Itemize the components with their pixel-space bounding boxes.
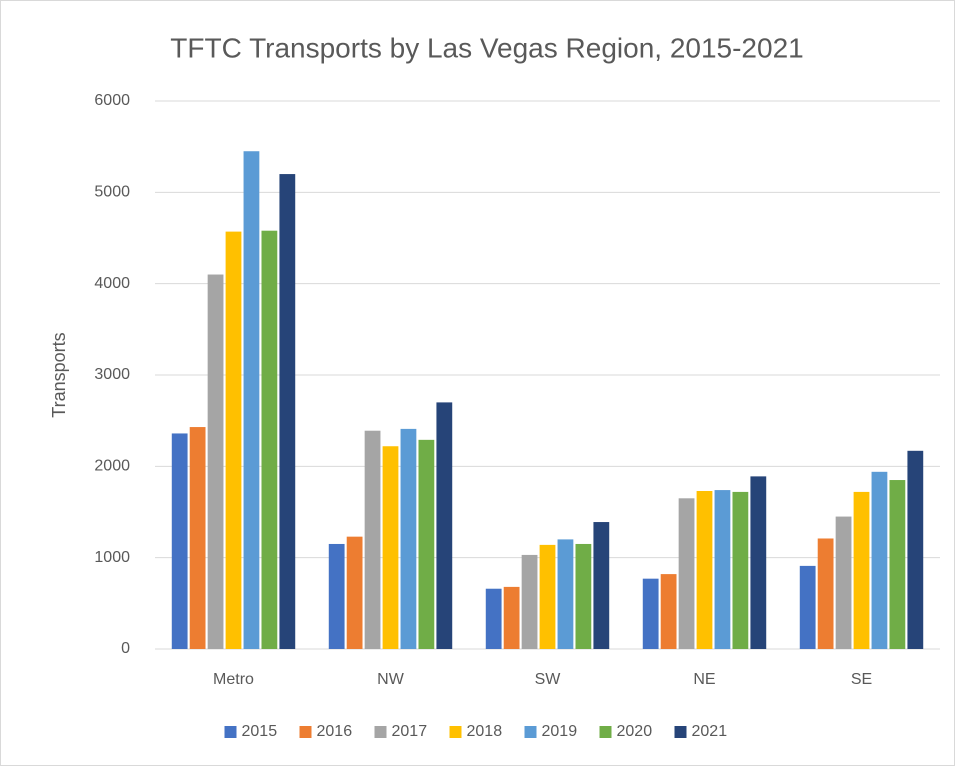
bar — [750, 476, 767, 649]
bar — [225, 231, 242, 649]
bar — [328, 543, 345, 649]
bar — [835, 516, 852, 649]
legend-label: 2016 — [317, 723, 353, 740]
bar — [714, 490, 731, 649]
x-tick-label: SW — [535, 671, 562, 688]
bar — [593, 522, 610, 649]
bar — [521, 554, 538, 649]
bar — [279, 174, 296, 650]
bar — [400, 428, 417, 649]
bar — [207, 274, 224, 649]
x-tick-label: Metro — [213, 671, 254, 688]
legend-label: 2015 — [242, 723, 278, 740]
chart-title: TFTC Transports by Las Vegas Region, 201… — [170, 32, 803, 63]
legend-label: 2020 — [617, 723, 653, 740]
bar — [503, 586, 520, 649]
legend-label: 2018 — [467, 723, 503, 740]
x-tick-label: NW — [377, 671, 405, 688]
y-tick-label: 6000 — [94, 92, 130, 109]
bar — [642, 578, 659, 649]
bar — [189, 427, 206, 649]
bar — [243, 151, 260, 649]
bar — [261, 230, 278, 649]
bar — [799, 565, 816, 649]
legend-swatch — [224, 726, 237, 738]
y-tick-label: 3000 — [94, 366, 130, 383]
legend-swatch — [524, 726, 537, 738]
legend-label: 2019 — [542, 723, 578, 740]
y-tick-label: 4000 — [94, 275, 130, 292]
bar — [575, 543, 592, 649]
x-tick-label: SE — [851, 671, 872, 688]
legend-swatch — [374, 726, 387, 738]
bar — [853, 491, 870, 649]
bar — [346, 536, 363, 649]
y-axis-label: Transports — [49, 332, 69, 417]
bar — [485, 588, 502, 649]
bar — [382, 446, 399, 649]
bar — [418, 439, 435, 649]
legend-label: 2021 — [692, 723, 728, 740]
bar — [539, 544, 556, 649]
legend-swatch — [449, 726, 462, 738]
y-tick-label: 5000 — [94, 184, 130, 201]
bar — [696, 490, 713, 649]
bar — [436, 402, 453, 649]
legend-swatch — [299, 726, 312, 738]
bar — [557, 539, 574, 649]
bar — [678, 498, 695, 649]
legend-label: 2017 — [392, 723, 428, 740]
legend-swatch — [674, 726, 687, 738]
bar — [364, 430, 381, 649]
bar — [817, 538, 834, 649]
y-tick-label: 0 — [121, 640, 130, 657]
y-tick-label: 2000 — [94, 458, 130, 475]
legend-swatch — [599, 726, 612, 738]
bar — [907, 450, 924, 649]
x-tick-label: NE — [693, 671, 715, 688]
bar — [871, 471, 888, 649]
bar — [660, 574, 677, 649]
bar — [732, 491, 749, 649]
y-tick-label: 1000 — [94, 549, 130, 566]
bar — [171, 433, 188, 649]
bar — [889, 480, 906, 649]
